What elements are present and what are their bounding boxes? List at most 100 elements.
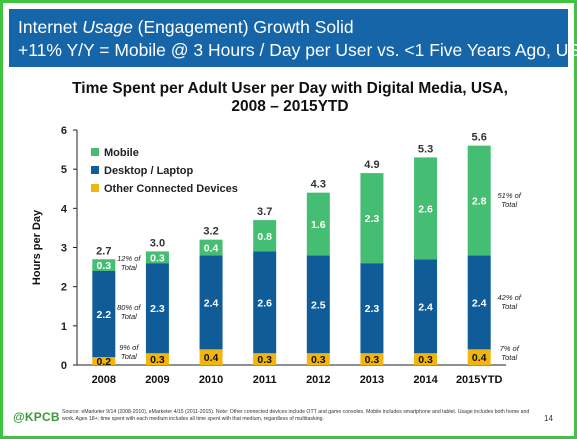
bar-total-label: 4.3 <box>311 179 326 191</box>
bar-value-label: 2.6 <box>418 203 433 215</box>
bar-value-label: 2.4 <box>418 301 433 313</box>
bar-segment <box>253 353 277 365</box>
bar-value-label: 2.3 <box>365 303 380 315</box>
bar-value-label: 0.3 <box>97 260 112 272</box>
legend-label: Mobile <box>104 147 139 159</box>
bar-total-label: 2.7 <box>96 245 111 257</box>
share-annotation: Total <box>121 352 137 361</box>
bar-value-label: 0.2 <box>97 356 112 368</box>
x-tick-label: 2015YTD <box>456 374 503 386</box>
bar-value-label: 0.3 <box>150 354 165 366</box>
bar-segment <box>199 349 223 365</box>
share-annotation: 51% of <box>498 191 522 200</box>
bar-value-label: 0.3 <box>365 354 380 366</box>
bar-value-label: 0.3 <box>257 354 272 366</box>
bar-segment <box>92 259 116 271</box>
header-banner: Internet Usage (Engagement) Growth Solid… <box>9 9 577 67</box>
bar-value-label: 0.8 <box>257 231 272 243</box>
bar-segment <box>199 255 223 350</box>
bar-value-label: 2.4 <box>472 297 487 309</box>
header-line-1: Internet Usage (Engagement) Growth Solid <box>18 17 354 37</box>
bar-value-label: 2.2 <box>97 309 112 321</box>
bar-value-label: 0.3 <box>150 252 165 264</box>
share-annotation: 42% of <box>498 293 522 302</box>
bar-value-label: 0.3 <box>311 354 326 366</box>
x-tick-label: 2012 <box>306 374 330 386</box>
share-annotation: Total <box>501 302 517 311</box>
bar-segment <box>306 255 330 354</box>
share-annotation: Total <box>121 312 137 321</box>
header-line-2: +11% Y/Y = Mobile @ 3 Hours / Day per Us… <box>18 40 577 60</box>
bar-value-label: 2.4 <box>204 297 219 309</box>
y-tick-label: 3 <box>61 243 67 255</box>
bar-segment <box>360 353 384 365</box>
x-tick-label: 2010 <box>199 374 223 386</box>
y-tick-label: 2 <box>61 282 67 294</box>
bar-value-label: 2.3 <box>150 303 165 315</box>
bar-segment <box>467 255 491 350</box>
chart-title-line-2: 2008 – 2015YTD <box>231 98 349 115</box>
bar-value-label: 2.3 <box>365 213 380 225</box>
bar-segment <box>360 173 384 264</box>
bar-segment <box>92 271 116 358</box>
x-tick-label: 2013 <box>360 374 384 386</box>
bar-value-label: 0.4 <box>204 243 219 255</box>
bar-total-label: 3.0 <box>150 237 165 249</box>
bar-value-label: 0.4 <box>204 352 219 364</box>
header-emphasis: Usage <box>82 17 133 37</box>
bar-value-label: 0.4 <box>472 352 487 364</box>
bar-segment <box>145 263 169 354</box>
legend-swatch <box>91 148 99 156</box>
y-tick-label: 5 <box>61 164 67 176</box>
bar-total-label: 5.6 <box>472 132 487 144</box>
bar-segment <box>360 263 384 354</box>
bar-segment <box>306 192 330 256</box>
bar-value-label: 1.6 <box>311 219 326 231</box>
bar-value-label: 2.5 <box>311 299 326 311</box>
x-tick-label: 2008 <box>92 374 116 386</box>
bar-total-label: 5.3 <box>418 143 433 155</box>
y-tick-label: 1 <box>61 321 67 333</box>
bar-total-label: 4.9 <box>364 159 379 171</box>
share-annotation: Total <box>501 353 517 362</box>
bar-segment <box>467 349 491 365</box>
x-tick-label: 2014 <box>413 374 438 386</box>
x-tick-label: 2009 <box>145 374 169 386</box>
share-annotation: Total <box>501 200 517 209</box>
y-tick-label: 0 <box>61 360 67 372</box>
bar-value-label: 2.8 <box>472 196 487 208</box>
source-note: Source: eMarketer 9/14 (2008-2010), eMar… <box>62 409 530 422</box>
bar-segment <box>253 251 277 354</box>
legend-label: Other Connected Devices <box>104 183 238 195</box>
kpcb-logo: @KPCB <box>13 410 60 424</box>
share-annotation: 7% of <box>500 344 520 353</box>
bar-total-label: 3.7 <box>257 206 272 218</box>
bar-segment <box>145 251 169 264</box>
bar-segment <box>253 220 277 252</box>
y-tick-label: 4 <box>61 203 68 215</box>
bar-segment <box>145 353 169 365</box>
share-annotation: 12% of <box>117 254 141 263</box>
x-tick-label: 2011 <box>253 374 277 386</box>
bar-segment <box>467 145 491 256</box>
bar-value-label: 0.3 <box>418 354 433 366</box>
legend-swatch <box>91 166 99 174</box>
bar-segment <box>306 353 330 365</box>
y-tick-label: 6 <box>61 125 67 137</box>
bar-value-label: 2.6 <box>257 297 272 309</box>
legend-swatch <box>91 184 99 192</box>
share-annotation: 9% of <box>119 343 139 352</box>
bar-segment <box>92 357 116 365</box>
page-number: 14 <box>544 414 553 423</box>
share-annotation: Total <box>121 263 137 272</box>
bar-segment <box>414 259 438 354</box>
bar-segment <box>414 353 438 365</box>
bar-total-label: 3.2 <box>203 226 218 238</box>
bar-segment <box>414 157 438 260</box>
bar-segment <box>199 239 223 256</box>
legend-label: Desktop / Laptop <box>104 165 194 177</box>
share-annotation: 80% of <box>117 303 141 312</box>
y-axis-label: Hours per Day <box>31 209 43 285</box>
chart-title-line-1: Time Spent per Adult User per Day with D… <box>72 80 508 97</box>
